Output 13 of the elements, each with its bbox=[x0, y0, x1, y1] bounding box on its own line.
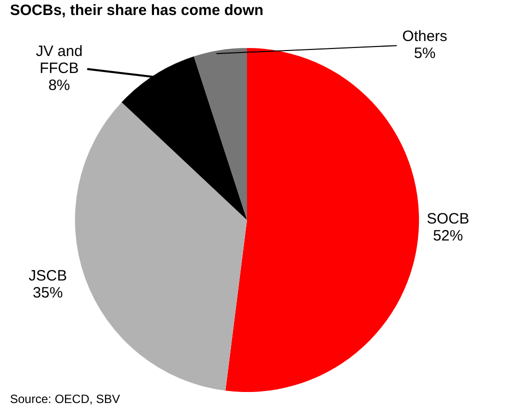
pie-slice bbox=[75, 102, 247, 391]
slice-label: SOCB bbox=[426, 210, 470, 228]
slice-label: JSCB bbox=[28, 267, 67, 284]
data-label: 35% bbox=[32, 284, 63, 302]
pie-slice bbox=[122, 56, 247, 220]
data-label: 8% bbox=[48, 77, 70, 94]
data-label: 5% bbox=[414, 45, 436, 62]
slice-label: JV and FFCB bbox=[36, 43, 83, 78]
slice-label: Others bbox=[402, 28, 448, 46]
chart-title: SOCBs, their share has come down bbox=[10, 2, 264, 19]
data-label: 52% bbox=[432, 227, 464, 244]
source-note: Source: OECD, SBV bbox=[10, 392, 120, 406]
pie-slice bbox=[194, 48, 247, 220]
